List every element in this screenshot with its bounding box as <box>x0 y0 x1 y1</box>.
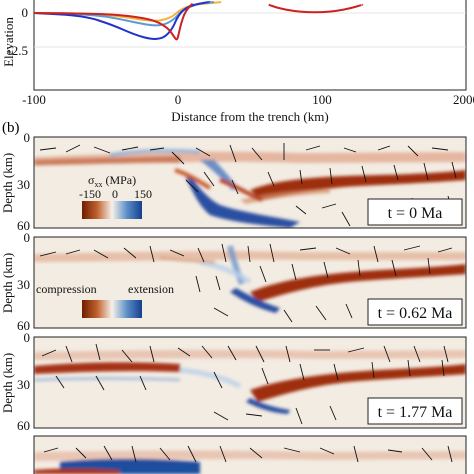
depth-axis-label: Depth (km) <box>0 153 15 213</box>
colorbar-max-label: 150 <box>134 187 152 201</box>
stress-panel-4 <box>33 435 467 474</box>
colorbar-legend: compression extension <box>36 282 174 318</box>
panel-frame <box>33 435 467 474</box>
stress-orientation-ticks <box>43 445 453 463</box>
stress-field <box>34 245 466 313</box>
time-label: t = 0.62 Ma <box>378 305 453 322</box>
stress-panel-2: compression extension t = 0.62 Ma 0 30 6… <box>0 230 467 333</box>
time-box <box>367 397 463 425</box>
x-tick-label: 0 <box>175 92 182 107</box>
stress-orientation-ticks <box>39 243 453 323</box>
depth-tick: 0 <box>24 330 31 345</box>
elevation-line-4 <box>34 2 194 41</box>
depth-tick: 60 <box>17 218 30 233</box>
x-axis-label: Distance from the trench (km) <box>171 109 328 124</box>
elevation-plot: 0 -2.5 Elevation -100 0 100 2000 Distanc… <box>1 0 474 124</box>
x-tick-label: -100 <box>22 92 46 107</box>
depth-tick: 30 <box>17 377 30 392</box>
colorbar-gradient <box>82 300 142 318</box>
panel-frame <box>33 336 467 429</box>
stress-panel-3: t = 1.77 Ma 0 30 60 Depth (km) <box>0 330 467 433</box>
stress-orientation-ticks <box>39 143 457 227</box>
colorbar-sigma: σxx (MPa) -150 0 150 <box>79 173 152 219</box>
depth-tick: 30 <box>17 177 30 192</box>
panel-label: (b) <box>2 120 20 136</box>
depth-tick: 0 <box>24 130 31 145</box>
time-box <box>367 198 463 226</box>
y-tick-label: 0 <box>22 5 29 20</box>
colorbar-gradient <box>82 201 142 219</box>
stress-field <box>34 349 466 414</box>
depth-tick: 60 <box>17 418 30 433</box>
extension-label: extension <box>128 282 174 296</box>
stress-field <box>34 148 466 228</box>
time-label: t = 1.77 Ma <box>378 404 453 421</box>
panel-frame <box>33 136 467 229</box>
elevation-series <box>34 1 364 41</box>
x-tick-label: 2000 <box>453 92 474 107</box>
elevation-line-5 <box>268 3 364 14</box>
y-tick-label: -2.5 <box>7 43 28 58</box>
time-box <box>367 298 463 326</box>
stress-panel-1: σxx (MPa) -150 0 150 t = 0 Ma 0 30 60 Dep… <box>0 130 467 233</box>
colorbar-min-label: -150 <box>79 187 101 201</box>
depth-tick: 60 <box>17 318 30 333</box>
stress-orientation-ticks <box>41 343 449 425</box>
x-tick-label: 100 <box>312 92 332 107</box>
time-label: t = 0 Ma <box>388 205 443 222</box>
stress-field <box>34 450 466 474</box>
depth-axis-label: Depth (km) <box>0 253 15 313</box>
depth-tick: 0 <box>24 230 31 245</box>
colorbar-mid-label: 0 <box>112 187 118 201</box>
compression-label: compression <box>36 282 97 296</box>
y-axis-label: Elevation <box>1 17 16 67</box>
depth-axis-label: Depth (km) <box>0 353 15 413</box>
panel-frame <box>33 236 467 329</box>
colorbar-title: σxx (MPa) <box>88 173 136 189</box>
depth-tick: 30 <box>17 277 30 292</box>
